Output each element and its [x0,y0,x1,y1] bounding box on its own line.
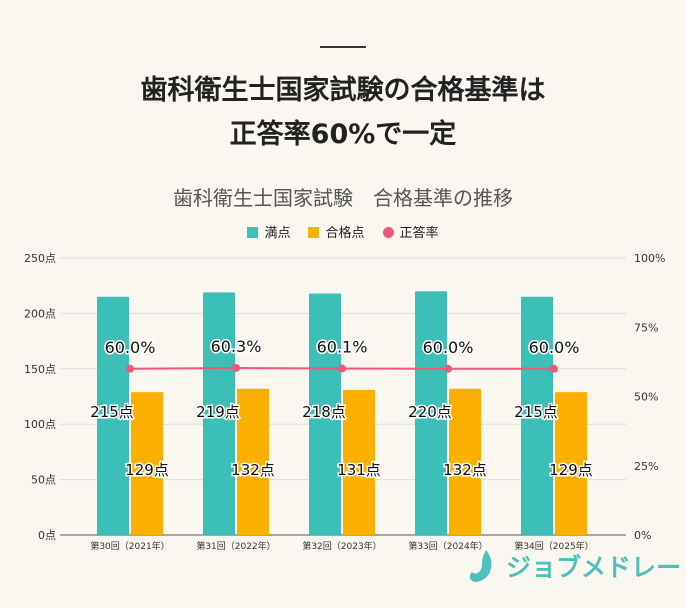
label-pass-score: 129点 [549,461,593,479]
legend: 満点 合格点 正答率 [0,222,686,241]
label-full-score: 218点 [302,403,346,421]
x-tick: 第31回（2022年） [196,540,275,552]
y-left-tick: 250点 [24,252,56,265]
bar-pass-score [343,389,375,535]
logo-icon [469,550,492,582]
y-right-tick: 0% [634,529,651,542]
point-accuracy-rate [550,364,558,373]
legend-item: 正答率 [382,222,439,241]
point-accuracy-rate [444,364,452,373]
legend-item: 合格点 [308,222,365,241]
label-full-score: 220点 [408,403,452,421]
point-accuracy-rate [232,363,240,372]
logo: ジョブメドレー [466,548,681,584]
bar-full-score [97,296,129,535]
bar-full-score [203,292,235,535]
title-rule [320,46,366,48]
y-right-tick: 50% [634,391,658,404]
label-accuracy-rate: 60.0% [529,338,580,357]
page-title-line2: 正答率60%で一定 [229,119,457,150]
label-pass-score: 129点 [125,461,169,479]
x-tick: 第33回（2024年） [408,540,487,552]
bar-full-score [415,291,447,535]
y-right-tick: 75% [634,321,658,334]
y-left-tick: 200点 [24,307,56,320]
x-tick: 第32回（2023年） [302,540,381,552]
label-accuracy-rate: 60.0% [423,338,474,357]
y-left-tick: 50点 [31,474,56,487]
point-accuracy-rate [126,364,134,373]
y-left-tick: 0点 [38,529,56,542]
bar-pass-score [555,392,587,535]
bar-full-score [309,293,341,535]
y-right-tick: 100% [634,252,665,265]
y-left-tick: 150点 [24,363,56,376]
label-full-score: 215点 [90,403,134,421]
page-title-line1: 歯科衛生士国家試験の合格基準は [140,75,546,106]
x-tick: 第30回（2021年） [90,540,169,552]
label-pass-score: 132点 [443,461,487,479]
label-pass-score: 131点 [337,461,381,479]
bar-pass-score [449,388,481,535]
y-right-tick: 25% [634,460,658,473]
bar-pass-score [237,388,269,535]
legend-item: 満点 [247,222,290,241]
label-full-score: 215点 [514,403,558,421]
point-accuracy-rate [338,364,346,373]
label-accuracy-rate: 60.0% [105,338,156,357]
bar-pass-score [131,392,163,535]
chart-title: 歯科衛生士国家試験 合格基準の推移 [173,186,513,210]
y-left-tick: 100点 [24,418,56,431]
label-pass-score: 132点 [231,461,275,479]
x-tick: 第34回（2025年） [514,540,593,552]
bar-full-score [521,296,553,535]
label-accuracy-rate: 60.1% [317,338,368,357]
label-accuracy-rate: 60.3% [211,337,262,356]
label-full-score: 219点 [196,403,240,421]
